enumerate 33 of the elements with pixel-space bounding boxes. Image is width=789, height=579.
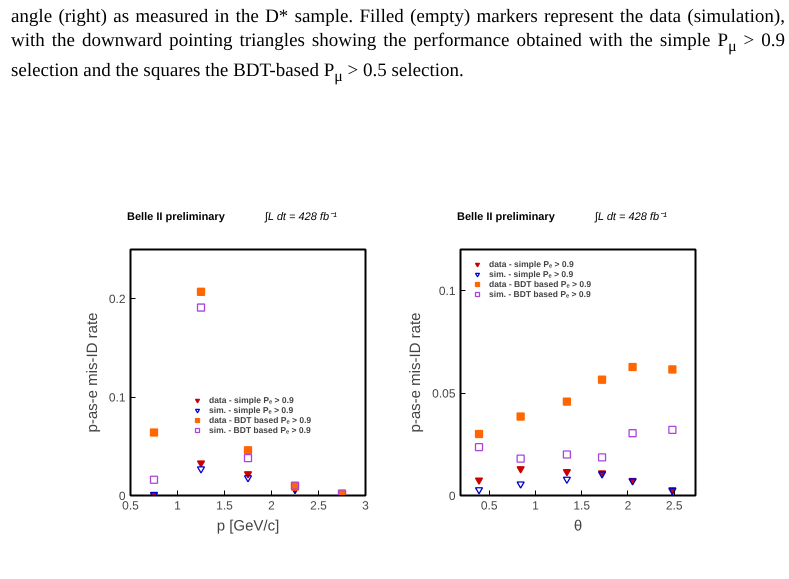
x-tick-label: 0.5 [480, 498, 498, 512]
x-tick-label: 0.5 [122, 498, 140, 512]
x-axis-title: p [GeV/c] [216, 518, 280, 534]
legend-label: data - BDT based Pₑ > 0.9 [489, 279, 592, 289]
x-axis-title: θ [574, 518, 582, 534]
y-tick-label: 0.2 [108, 292, 126, 306]
legend-label: sim. - BDT based Pₑ > 0.9 [209, 425, 311, 435]
text: ∫L dt = 428 fb⁻¹ [594, 211, 667, 223]
x-tick-label: 2.5 [310, 498, 328, 512]
legend-label: sim. - BDT based Pₑ > 0.9 [489, 289, 591, 299]
legend-label: sim. - simple Pₑ > 0.9 [489, 269, 574, 279]
x-tick-label: 1 [532, 498, 540, 512]
text: Belle II preliminary [127, 211, 225, 223]
x-tick-label: 1 [174, 498, 182, 512]
y-axis-title: p-as-e mis-ID rate [84, 312, 101, 433]
y-tick-label: 0 [448, 489, 456, 503]
legend-label: data - simple Pₑ > 0.9 [209, 395, 294, 405]
x-tick-label: 2.5 [666, 498, 683, 512]
x-tick-label: 1.5 [573, 498, 590, 512]
x-tick-label: 3 [362, 498, 370, 512]
y-axis-title: p-as-e mis-ID rate [407, 312, 424, 433]
legend-label: sim. - simple Pₑ > 0.9 [209, 405, 294, 415]
y-tick-label: 0.1 [438, 284, 456, 298]
text: ∫L dt = 428 fb⁻¹ [264, 211, 337, 223]
text: Belle II preliminary [457, 211, 555, 223]
legend-label: data - BDT based Pₑ > 0.9 [209, 415, 312, 425]
y-tick-label: 0.05 [432, 386, 456, 400]
x-tick-label: 2 [624, 498, 632, 512]
legend-label: data - simple Pₑ > 0.9 [489, 259, 574, 269]
x-tick-label: 1.5 [216, 498, 234, 512]
x-tick-label: 2 [268, 498, 276, 512]
y-tick-label: 0.1 [108, 390, 126, 405]
text: angle (right) as measured in the D* sample. Filled (empty) markers represent the data (simulation), with the downward pointing triangles showing the performance obtained with the simple P$_{μ}$ > 0.9 selection and the squares the BDT-based P$_{μ}$ > 0.5 selection. [11, 6, 786, 85]
